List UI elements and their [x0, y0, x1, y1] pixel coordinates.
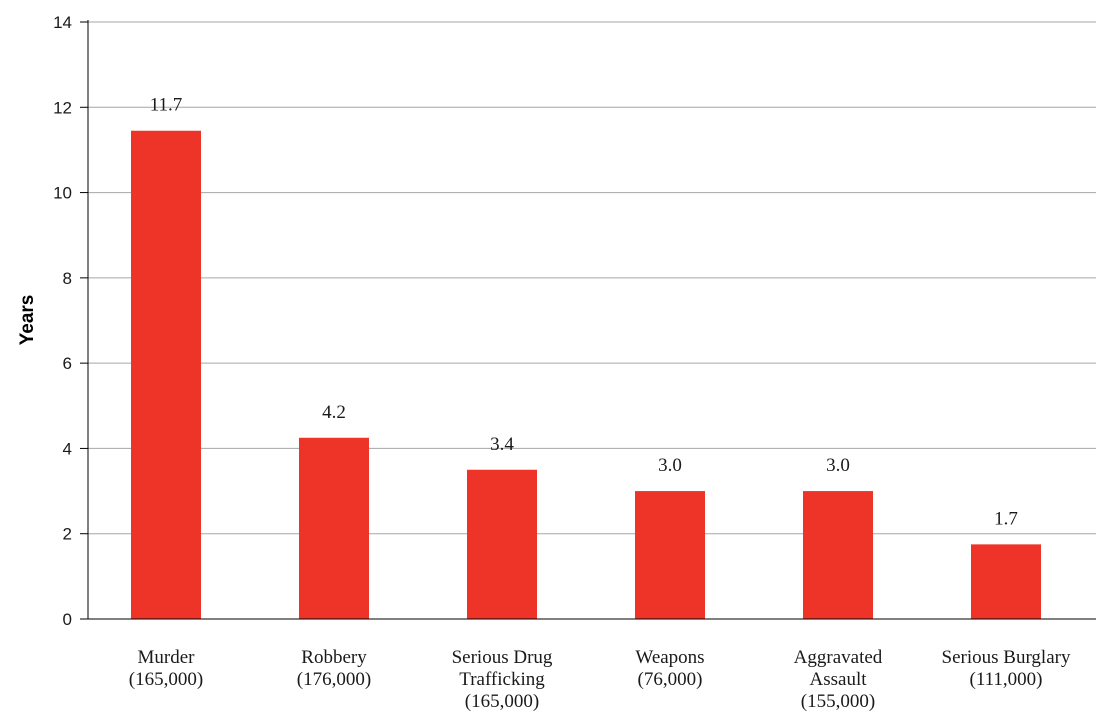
- category-label: Robbery: [301, 647, 367, 668]
- y-tick-label: 4: [63, 439, 72, 458]
- category-label: (76,000): [638, 669, 703, 690]
- data-label: 3.4: [490, 434, 514, 455]
- category-label: Weapons: [635, 647, 704, 668]
- category-label: (155,000): [801, 691, 875, 712]
- y-tick-label: 14: [53, 13, 72, 32]
- category-label: Serious Burglary: [942, 647, 1071, 668]
- category-label: (165,000): [465, 691, 539, 712]
- bars: [131, 130, 1041, 619]
- y-tick-label: 2: [63, 525, 72, 544]
- y-axis-title: Years: [17, 295, 38, 346]
- y-tick-label: 10: [53, 184, 72, 203]
- bar: [635, 491, 705, 619]
- data-label: 1.7: [994, 508, 1018, 529]
- bar: [131, 130, 201, 619]
- category-label: Assault: [810, 669, 868, 690]
- category-label: Murder: [138, 647, 196, 668]
- bar: [467, 469, 537, 619]
- data-label: 4.2: [322, 402, 346, 423]
- category-label: Serious Drug: [452, 647, 553, 668]
- category-label: Aggravated: [794, 647, 883, 668]
- y-tick-labels: 0 2 4 6 8 10 12 14: [53, 13, 72, 629]
- y-tick-label: 12: [53, 98, 72, 117]
- y-tick-label: 0: [63, 610, 72, 629]
- data-labels: 11.7 4.2 3.4 3.0 3.0 1.7: [150, 95, 1018, 530]
- data-label: 11.7: [150, 95, 183, 116]
- gridlines: [88, 21, 1096, 535]
- y-tick-label: 8: [63, 269, 72, 288]
- y-tick-label: 6: [63, 354, 72, 373]
- axes: [80, 20, 1096, 620]
- category-label: (111,000): [970, 669, 1043, 690]
- category-label: Trafficking: [459, 669, 545, 690]
- bar: [299, 437, 369, 619]
- data-label: 3.0: [826, 455, 850, 476]
- bar: [803, 491, 873, 619]
- bar: [971, 544, 1041, 619]
- data-label: 3.0: [658, 455, 682, 476]
- category-labels: Murder(165,000)Robbery(176,000)Serious D…: [129, 647, 1071, 712]
- category-label: (176,000): [297, 669, 371, 690]
- category-label: (165,000): [129, 669, 203, 690]
